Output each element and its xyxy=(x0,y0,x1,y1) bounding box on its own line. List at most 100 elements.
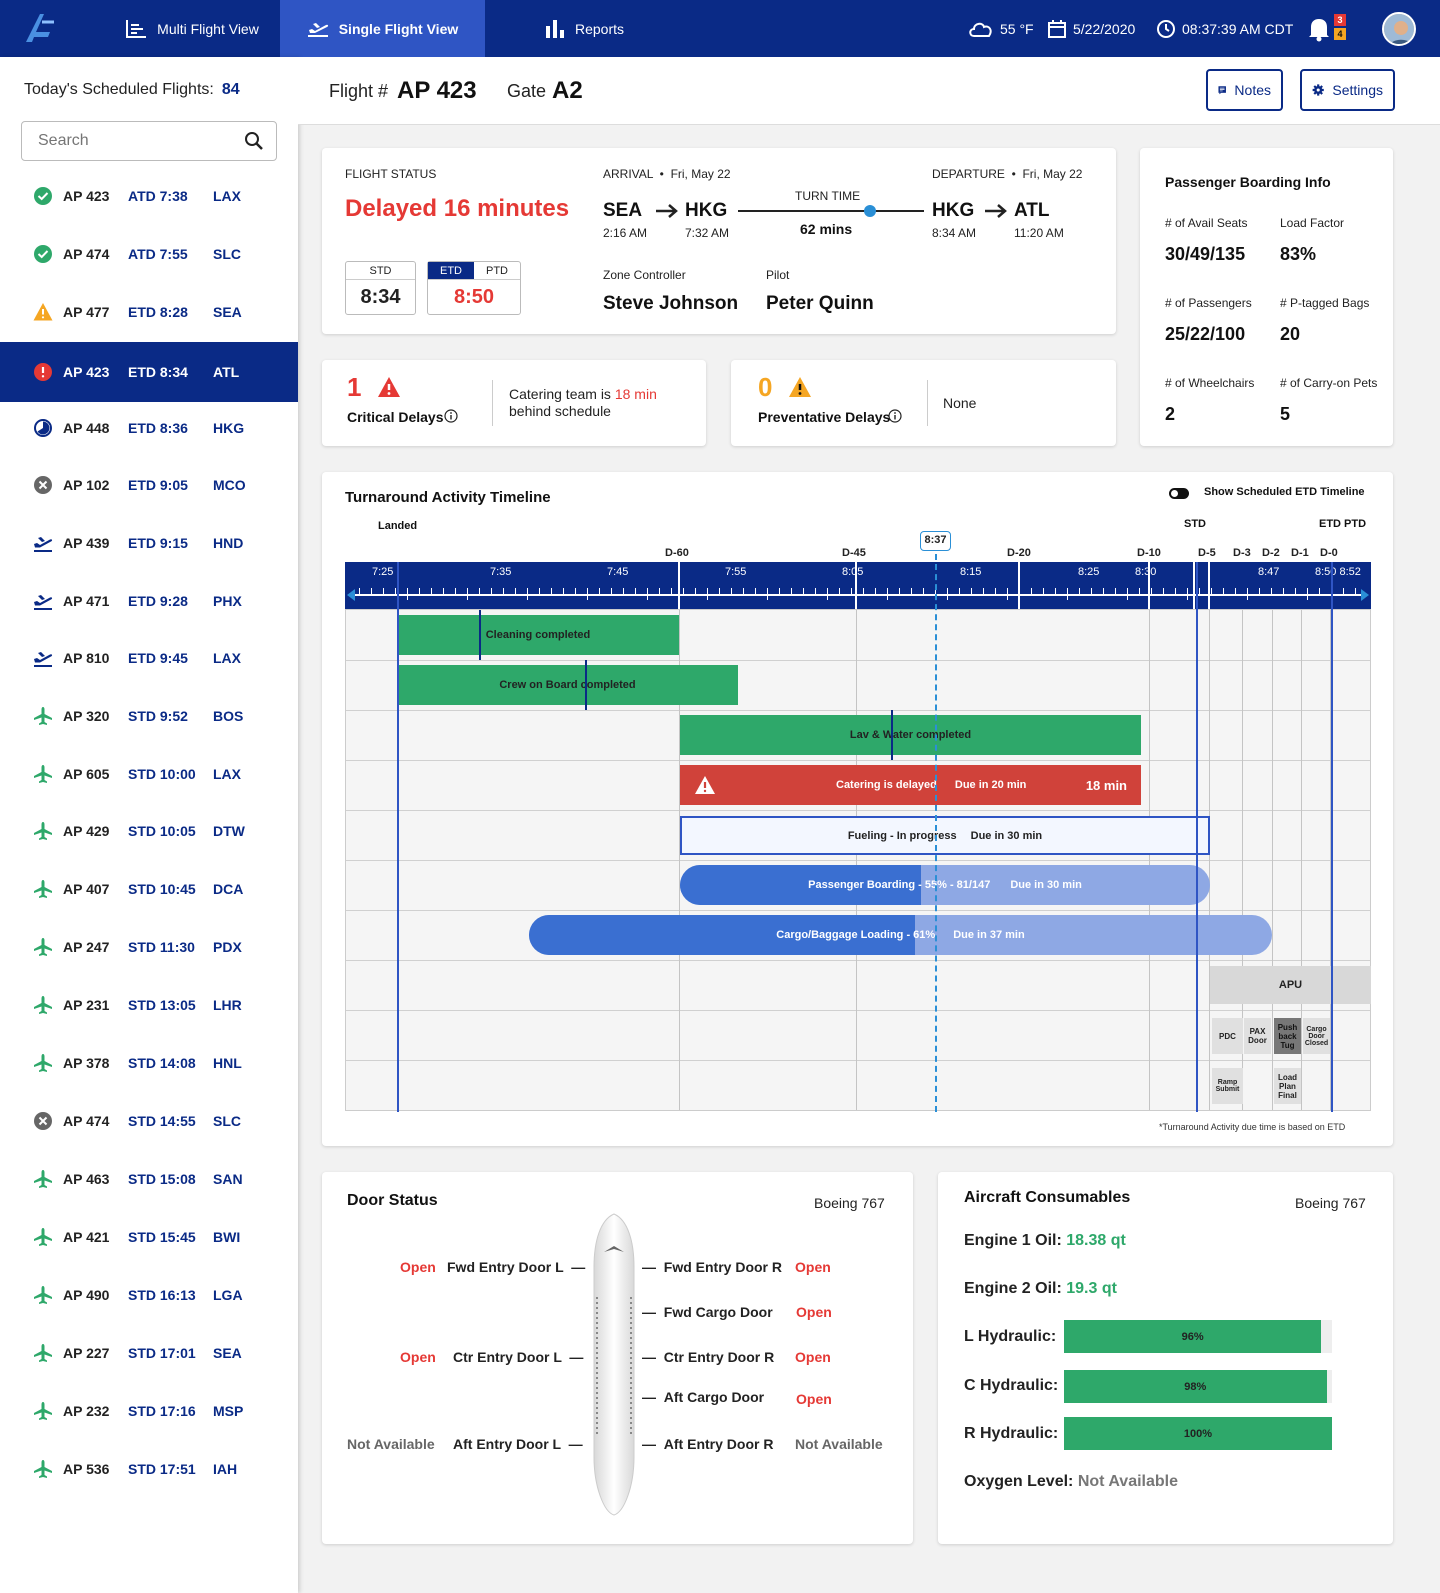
flight-list-item[interactable]: AP 423 ATD 7:38 LAX xyxy=(0,167,298,225)
aircraft-consumables-card: Aircraft Consumables Boeing 767 Engine 1… xyxy=(938,1172,1393,1544)
timeline-row-divider xyxy=(346,860,1370,861)
task-ramp-label: Ramp Submit xyxy=(1215,1079,1240,1093)
flight-list-item[interactable]: AP 429 STD 10:05 DTW xyxy=(0,802,298,860)
r-hydraulic-bar: 100% xyxy=(1064,1417,1332,1450)
task-cleaning[interactable]: Cleaning completed xyxy=(397,615,679,655)
tab-multi-flight-view[interactable]: Multi Flight View xyxy=(104,0,280,57)
task-lav-water[interactable]: Lav & Water completed xyxy=(680,715,1141,755)
etd-timeline-toggle[interactable] xyxy=(1169,488,1189,499)
alert-badge-orange: 4 xyxy=(1334,28,1346,40)
scroll-left-icon[interactable] xyxy=(347,589,355,601)
etd-tab[interactable]: ETD xyxy=(428,262,474,279)
tick-mark xyxy=(599,588,600,595)
settings-button[interactable]: Settings xyxy=(1300,69,1395,111)
countdown-label: D-20 xyxy=(1007,547,1031,559)
tick-mark xyxy=(1283,588,1284,595)
tick-mark xyxy=(479,588,480,595)
flight-list-item[interactable]: AP 231 STD 13:05 LHR xyxy=(0,976,298,1034)
critical-msg-minutes: 18 min xyxy=(614,386,657,402)
flight-status-label: FLIGHT STATUS xyxy=(345,167,437,181)
flight-list-item[interactable]: AP 439 ETD 9:15 HND xyxy=(0,514,298,572)
door-fwd-cargo[interactable]: — Fwd Cargo Door xyxy=(642,1304,773,1320)
door-ctr-entry-r[interactable]: — Ctr Entry Door R xyxy=(642,1349,775,1365)
countdown-label: D-5 xyxy=(1198,547,1216,559)
flight-list-item[interactable]: AP 605 STD 10:00 LAX xyxy=(0,745,298,803)
arrival-label: ARRIVAL • Fri, May 22 xyxy=(603,167,731,181)
flight-list-item[interactable]: AP 463 STD 15:08 SAN xyxy=(0,1150,298,1208)
clock-icon xyxy=(1157,19,1175,38)
check-circle-icon xyxy=(34,245,52,263)
flight-list-item[interactable]: AP 536 STD 17:51 IAH xyxy=(0,1440,298,1498)
flight-list-item[interactable]: AP 378 STD 14:08 HNL xyxy=(0,1034,298,1092)
axis-divider xyxy=(1193,562,1195,609)
task-catering[interactable]: Catering is delayed Due in 20 min 18 min xyxy=(680,765,1141,805)
info-icon[interactable] xyxy=(888,409,902,423)
flight-list-item[interactable]: AP 477 ETD 8:28 SEA xyxy=(0,283,298,341)
flight-list-item[interactable]: AP 474 ATD 7:55 SLC xyxy=(0,225,298,283)
flight-time: ETD 9:15 xyxy=(128,535,188,551)
departure-dest-time: 11:20 AM xyxy=(1014,226,1064,240)
airline-logo[interactable] xyxy=(22,10,58,46)
tick-mark xyxy=(503,588,504,595)
door-fwd-entry-l[interactable]: Fwd Entry Door L — xyxy=(447,1259,586,1275)
flight-list-item[interactable]: AP 810 ETD 9:45 LAX xyxy=(0,629,298,687)
scroll-right-icon[interactable] xyxy=(1361,589,1369,601)
departure-label-text: DEPARTURE xyxy=(932,167,1005,181)
task-pax-door[interactable]: PAX Door xyxy=(1244,1018,1271,1054)
task-crew[interactable]: Crew on Board completed xyxy=(397,665,738,705)
task-pushback[interactable]: Push back Tug xyxy=(1274,1018,1301,1054)
flight-number-label: Flight # xyxy=(329,81,389,101)
flight-list-item[interactable]: AP 247 STD 11:30 PDX xyxy=(0,918,298,976)
flight-list-item[interactable]: AP 423 ETD 8:34 ATL xyxy=(0,342,298,402)
task-ramp-submit[interactable]: Ramp Submit xyxy=(1212,1068,1243,1104)
engine2-oil-value: 19.3 qt xyxy=(1066,1280,1117,1297)
notes-button[interactable]: Notes xyxy=(1206,69,1283,111)
flight-list-item[interactable]: AP 320 STD 9:52 BOS xyxy=(0,687,298,745)
task-fueling[interactable]: Fueling - In progress Due in 30 min xyxy=(680,816,1210,855)
user-avatar[interactable] xyxy=(1382,12,1416,46)
flight-list-item[interactable]: AP 448 ETD 8:36 HKG xyxy=(0,399,298,457)
search-icon[interactable] xyxy=(244,131,264,151)
timeline-row-divider xyxy=(346,660,1370,661)
flight-destination: BWI xyxy=(213,1229,241,1245)
task-apu[interactable]: APU xyxy=(1210,966,1371,1004)
task-pdc[interactable]: PDC xyxy=(1212,1018,1243,1054)
tab-single-flight-view[interactable]: Single Flight View xyxy=(280,0,485,57)
tick-mark xyxy=(995,588,996,595)
notifications-button[interactable]: 3 4 xyxy=(1307,14,1347,44)
door-aft-entry-l[interactable]: Aft Entry Door L — xyxy=(453,1436,583,1452)
door-aft-entry-r[interactable]: — Aft Entry Door R xyxy=(642,1436,774,1452)
countdown-label: D-10 xyxy=(1137,547,1161,559)
task-cargo-door[interactable]: Cargo Door Closed xyxy=(1303,1018,1330,1054)
tab-reports[interactable]: Reports xyxy=(545,0,624,57)
search-input[interactable] xyxy=(21,121,277,161)
timeline-row-divider xyxy=(346,710,1370,711)
flight-list-item[interactable]: AP 471 ETD 9:28 PHX xyxy=(0,572,298,630)
task-cargo[interactable]: Cargo/Baggage Loading - 61% Due in 37 min xyxy=(529,915,1272,955)
door-fwd-entry-r[interactable]: — Fwd Entry Door R xyxy=(642,1259,783,1275)
ptd-tab[interactable]: PTD xyxy=(486,265,508,277)
flight-list-item[interactable]: AP 232 STD 17:16 MSP xyxy=(0,1382,298,1440)
task-load-plan[interactable]: Load Plan Final xyxy=(1274,1068,1301,1104)
flight-list-item[interactable]: AP 102 ETD 9:05 MCO xyxy=(0,456,298,514)
critical-delays-count: 1 xyxy=(347,372,362,402)
door-status-title: Door Status xyxy=(347,1192,438,1209)
alert-circle-icon xyxy=(34,363,52,381)
flight-list-item[interactable]: AP 490 STD 16:13 LGA xyxy=(0,1266,298,1324)
critical-msg-a: Catering team is xyxy=(509,386,615,402)
info-icon[interactable] xyxy=(444,409,458,423)
flight-list-item[interactable]: AP 421 STD 15:45 BWI xyxy=(0,1208,298,1266)
flight-id: AP 247 xyxy=(63,939,110,955)
tick-mark xyxy=(887,588,888,600)
flight-destination: SAN xyxy=(213,1171,243,1187)
task-boarding[interactable]: Passenger Boarding - 55% - 81/147 Due in … xyxy=(680,865,1210,905)
flight-list-item[interactable]: AP 407 STD 10:45 DCA xyxy=(0,860,298,918)
door-ctr-entry-l[interactable]: Ctr Entry Door L — xyxy=(453,1349,584,1365)
flight-list-item[interactable]: AP 474 STD 14:55 SLC xyxy=(0,1092,298,1150)
flight-destination: SEA xyxy=(213,304,242,320)
weather-indicator: 55 °F xyxy=(968,0,1034,57)
door-aft-cargo[interactable]: — Aft Cargo Door xyxy=(642,1389,765,1405)
flight-list-item[interactable]: AP 227 STD 17:01 SEA xyxy=(0,1324,298,1382)
task-catering-due: Due in 20 min xyxy=(954,779,1027,791)
std-marker-label: STD xyxy=(1184,518,1206,530)
